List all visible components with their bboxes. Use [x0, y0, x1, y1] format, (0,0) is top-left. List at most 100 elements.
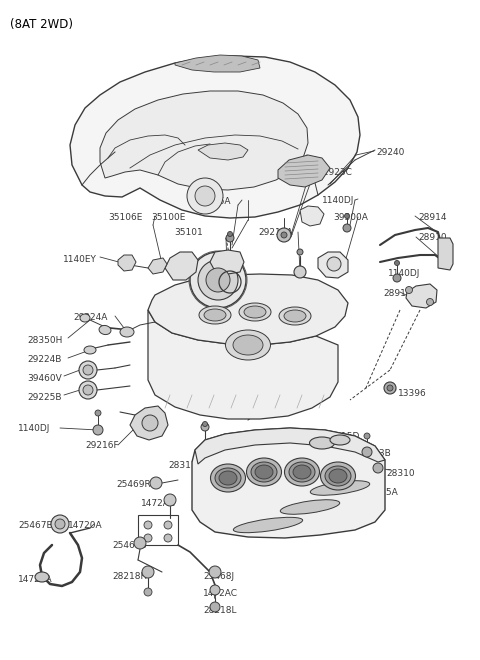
Ellipse shape: [255, 465, 273, 479]
Text: 31923C: 31923C: [317, 168, 352, 177]
Circle shape: [164, 494, 176, 506]
Circle shape: [373, 463, 383, 473]
Text: 29224B: 29224B: [27, 355, 61, 364]
Circle shape: [79, 361, 97, 379]
Text: 1140EY: 1140EY: [63, 255, 97, 264]
Polygon shape: [438, 238, 453, 270]
Polygon shape: [175, 55, 260, 72]
Ellipse shape: [289, 462, 315, 482]
Ellipse shape: [99, 325, 111, 335]
Circle shape: [198, 260, 238, 300]
Ellipse shape: [84, 346, 96, 354]
Circle shape: [142, 566, 154, 578]
Circle shape: [142, 415, 158, 431]
Ellipse shape: [310, 437, 335, 449]
Text: (8AT 2WD): (8AT 2WD): [10, 18, 73, 31]
Circle shape: [83, 365, 93, 375]
Text: 28317: 28317: [168, 461, 197, 470]
Ellipse shape: [199, 306, 231, 324]
Ellipse shape: [285, 458, 320, 486]
Text: 28335A: 28335A: [363, 488, 398, 497]
Circle shape: [277, 228, 291, 242]
Polygon shape: [130, 406, 168, 440]
Text: 28350H: 28350H: [27, 336, 62, 345]
Text: 29213A: 29213A: [258, 228, 293, 237]
Text: 11403B: 11403B: [357, 449, 392, 458]
Circle shape: [384, 382, 396, 394]
Text: 35106E: 35106E: [108, 213, 143, 222]
Polygon shape: [406, 284, 437, 308]
Text: 28218L: 28218L: [203, 606, 237, 615]
Ellipse shape: [279, 307, 311, 325]
Circle shape: [95, 410, 101, 416]
Text: 29224A: 29224A: [73, 313, 108, 322]
Ellipse shape: [80, 314, 90, 322]
Polygon shape: [195, 428, 385, 464]
Ellipse shape: [226, 330, 271, 360]
Circle shape: [406, 286, 412, 294]
Ellipse shape: [204, 309, 226, 321]
Circle shape: [210, 602, 220, 612]
Text: 14720A: 14720A: [68, 521, 103, 530]
Circle shape: [187, 178, 223, 214]
Circle shape: [362, 447, 372, 457]
Text: 1140DJ: 1140DJ: [322, 196, 354, 205]
Polygon shape: [278, 155, 330, 187]
Text: 28914: 28914: [418, 213, 446, 222]
Ellipse shape: [35, 572, 49, 582]
Circle shape: [226, 234, 234, 242]
Circle shape: [427, 298, 433, 306]
Circle shape: [327, 257, 341, 271]
Circle shape: [164, 521, 172, 529]
Polygon shape: [118, 255, 136, 271]
Ellipse shape: [247, 458, 281, 486]
Polygon shape: [148, 274, 348, 345]
Circle shape: [209, 566, 221, 578]
Circle shape: [164, 534, 172, 542]
Text: 13396: 13396: [398, 389, 427, 398]
Text: 25467B: 25467B: [18, 521, 53, 530]
Polygon shape: [100, 91, 308, 190]
Ellipse shape: [251, 462, 277, 482]
Circle shape: [190, 252, 246, 308]
Circle shape: [144, 534, 152, 542]
Polygon shape: [300, 206, 324, 226]
Text: 28911D: 28911D: [383, 289, 419, 298]
Polygon shape: [198, 143, 248, 160]
Text: 39300A: 39300A: [333, 213, 368, 222]
Text: 39460V: 39460V: [27, 374, 62, 383]
Circle shape: [345, 213, 349, 218]
Circle shape: [228, 232, 232, 236]
Ellipse shape: [310, 480, 370, 495]
Ellipse shape: [293, 465, 311, 479]
Ellipse shape: [330, 435, 350, 445]
Circle shape: [281, 232, 287, 238]
Circle shape: [83, 385, 93, 395]
Text: 1472AC: 1472AC: [203, 589, 238, 598]
Polygon shape: [318, 252, 348, 278]
Text: 1472AC: 1472AC: [141, 499, 176, 508]
Text: 1140DJ: 1140DJ: [18, 424, 50, 433]
Text: 29225B: 29225B: [27, 393, 61, 402]
Circle shape: [364, 433, 370, 439]
Circle shape: [294, 266, 306, 278]
Polygon shape: [165, 252, 198, 280]
Text: 29210: 29210: [263, 386, 291, 395]
Ellipse shape: [329, 469, 347, 483]
Ellipse shape: [233, 517, 303, 533]
Text: 14720A: 14720A: [18, 575, 53, 584]
Ellipse shape: [120, 327, 134, 337]
Circle shape: [55, 519, 65, 529]
Text: 35100E: 35100E: [151, 213, 185, 222]
Polygon shape: [70, 56, 360, 218]
Circle shape: [134, 537, 146, 549]
Ellipse shape: [244, 306, 266, 318]
Text: 28335A: 28335A: [340, 506, 375, 515]
Circle shape: [144, 588, 152, 596]
Text: 1140DJ: 1140DJ: [388, 269, 420, 278]
Circle shape: [195, 186, 215, 206]
Circle shape: [144, 521, 152, 529]
Ellipse shape: [321, 462, 356, 490]
Text: 29216F: 29216F: [85, 441, 119, 450]
Text: 28910: 28910: [418, 233, 446, 242]
